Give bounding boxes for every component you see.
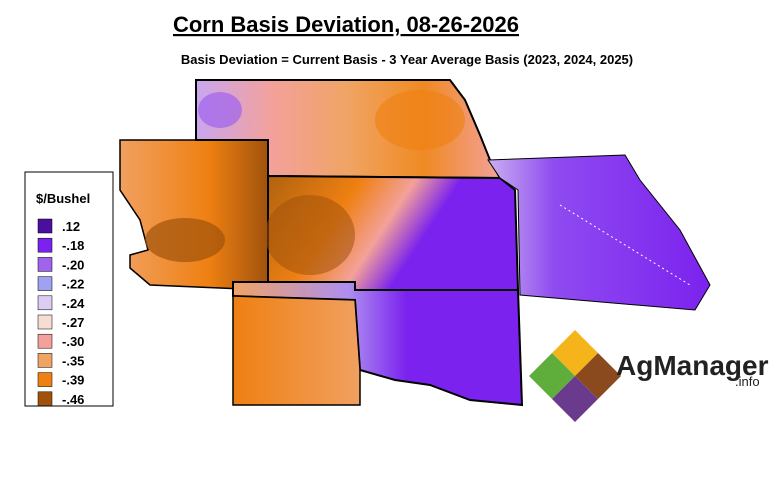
region-colorado: [119, 139, 269, 291]
region-highlight: [198, 92, 242, 128]
region-highlight: [375, 90, 465, 150]
legend-swatch: [37, 353, 53, 368]
legend-swatch: [37, 333, 53, 349]
legend-swatch: [37, 276, 53, 291]
map-subtitle: Basis Deviation = Current Basis - 3 Year…: [181, 52, 633, 67]
legend-title: $/Bushel: [36, 191, 90, 206]
legend-label: -.18: [62, 238, 84, 253]
map-title: Corn Basis Deviation, 08-26-2026: [173, 12, 519, 37]
legend-swatch: [37, 372, 53, 387]
logo-suffix: .info: [735, 374, 760, 389]
legend-label: -.30: [62, 334, 84, 349]
legend-swatch: [37, 257, 53, 272]
region-texas-panhandle: [232, 295, 361, 406]
legend-swatch: [37, 295, 53, 311]
legend-label: -.20: [62, 257, 84, 272]
legend-label: -.27: [62, 315, 84, 330]
legend-swatch: [37, 314, 53, 330]
logo: AgManager .info: [529, 330, 769, 422]
region-highlight: [145, 218, 225, 262]
river: [559, 204, 691, 286]
legend-swatch: [37, 218, 53, 234]
legend-label: -.22: [62, 277, 84, 292]
legend-label: .12: [62, 219, 80, 234]
logo-name: AgManager: [616, 350, 769, 381]
legend-label: -.39: [62, 373, 84, 388]
legend-items: .12 -.18 -.20 -.22 -.24 -.27 -.30 -.35 -.39 -.46: [37, 218, 85, 407]
legend-label: -.46: [62, 392, 84, 407]
legend-label: -.24: [62, 296, 85, 311]
region-highlight: [265, 195, 355, 275]
legend-swatch: [37, 237, 53, 253]
legend-swatch: [37, 391, 53, 407]
legend-label: -.35: [62, 353, 84, 368]
region-missouri: [487, 154, 711, 311]
